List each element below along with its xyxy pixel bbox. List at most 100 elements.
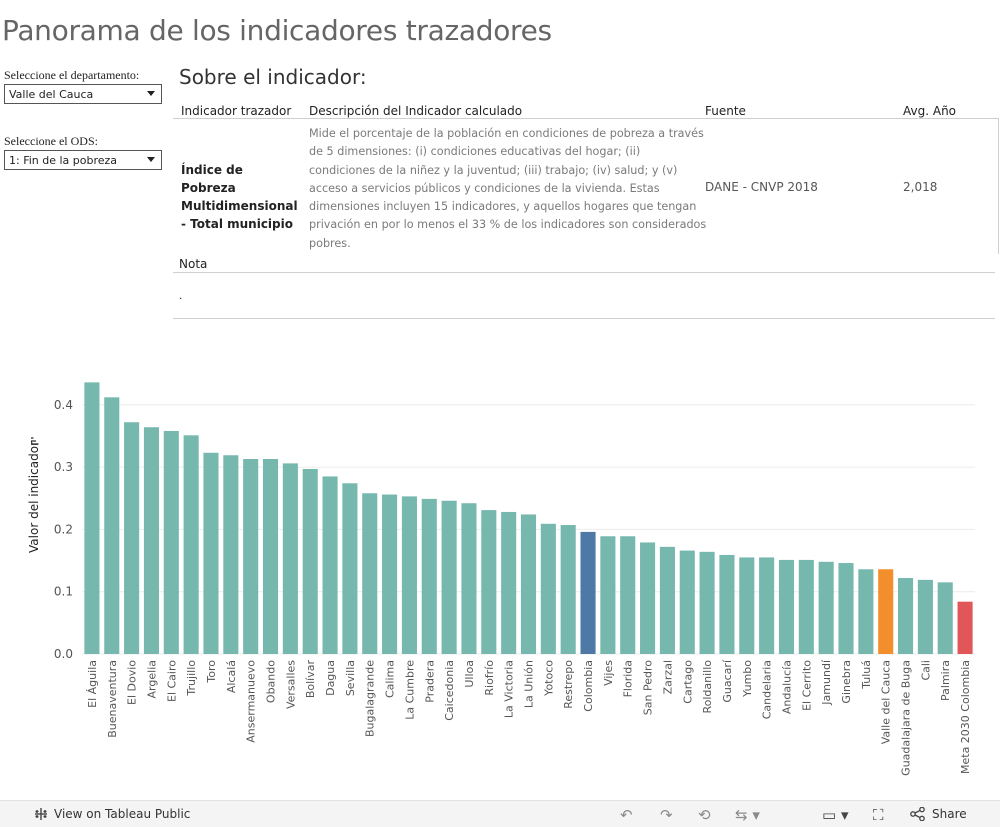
nota-header: Nota xyxy=(179,257,208,271)
x-tick-label: San Pedro xyxy=(642,660,655,715)
x-tick-label: Sevilla xyxy=(344,660,357,696)
share-button[interactable]: Share xyxy=(910,807,967,821)
bar xyxy=(679,550,695,654)
x-tick-label: El Águila xyxy=(86,660,99,708)
bar xyxy=(421,498,437,654)
x-tick-label: Vijes xyxy=(602,660,615,686)
x-tick-label: Cali xyxy=(919,660,932,681)
bar xyxy=(699,551,715,654)
x-tick-label: Riofrío xyxy=(483,660,496,696)
ods-select[interactable]: 1: Fin de la pobreza xyxy=(4,150,162,170)
bar xyxy=(84,382,100,654)
x-tick-label: Valle del Cauca xyxy=(880,660,893,744)
x-tick-label: Toro xyxy=(205,660,218,684)
x-tick-label: La Victoria xyxy=(503,660,516,718)
bar xyxy=(798,559,814,654)
x-tick-label: Guadalajara de Buga xyxy=(900,660,913,776)
departamento-select[interactable]: Valle del Cauca xyxy=(4,84,162,104)
bar xyxy=(302,468,318,654)
fullscreen-icon[interactable]: ⛶ xyxy=(873,806,884,824)
ods-select-value: 1: Fin de la pobreza xyxy=(9,154,118,167)
x-tick-label: Obando xyxy=(265,660,278,703)
departamento-select-value: Valle del Cauca xyxy=(9,88,94,101)
x-tick-label: Bugalagrande xyxy=(364,660,377,737)
indicator-name: Índice de Pobreza Multidimensional - Tot… xyxy=(181,163,298,231)
share-icon xyxy=(910,807,925,821)
bar xyxy=(878,569,894,654)
bar xyxy=(223,455,239,654)
tableau-logo-icon xyxy=(35,808,47,820)
x-tick-label: Cartago xyxy=(681,660,694,704)
bar xyxy=(620,536,636,654)
download-icon[interactable]: ▭ ▾ xyxy=(822,806,849,824)
x-tick-label: Guacarí xyxy=(721,659,734,703)
header-avg: Avg. Año xyxy=(903,104,957,118)
x-tick-label: Palmira xyxy=(939,660,952,701)
bar xyxy=(322,476,338,654)
indicator-source: DANE - CNVP 2018 xyxy=(705,180,818,194)
x-tick-label: Candelaria xyxy=(761,660,774,719)
section-title: Sobre el indicador: xyxy=(179,65,367,89)
share-label: Share xyxy=(932,807,967,821)
bar xyxy=(382,494,398,654)
x-tick-label: Restrepo xyxy=(562,660,575,709)
bar xyxy=(759,557,775,654)
redo-icon[interactable]: ↷ xyxy=(660,806,673,824)
x-tick-label: La Unión xyxy=(523,660,536,708)
x-tick-label: Meta 2030 Colombia xyxy=(959,660,972,774)
y-tick-label: 0.2 xyxy=(54,522,73,536)
chevron-down-icon xyxy=(147,91,155,96)
nota-value: . xyxy=(179,288,183,302)
x-tick-label: Bolívar xyxy=(304,660,317,699)
bar xyxy=(243,459,259,654)
footer-toolbar: View on Tableau Public ↶ ↷ ⟲ ⇆ ▾ ▭ ▾ ⛶ S… xyxy=(0,800,1000,827)
view-on-tableau-link[interactable]: View on Tableau Public xyxy=(34,807,190,821)
x-tick-label: Alcalá xyxy=(225,660,238,693)
bar xyxy=(957,601,973,654)
bar xyxy=(818,561,834,654)
bar xyxy=(183,435,199,654)
table-divider xyxy=(173,272,995,273)
bar xyxy=(481,510,497,654)
bar xyxy=(203,452,219,654)
table-divider xyxy=(173,318,995,319)
y-tick-label: 0.4 xyxy=(54,398,73,412)
x-tick-label: Ginebra xyxy=(840,660,853,704)
x-tick-label: Roldanillo xyxy=(701,660,714,714)
bar xyxy=(520,514,537,654)
header-descripcion: Descripción del Indicador calculado xyxy=(309,104,523,118)
x-tick-label: La Cumbre xyxy=(403,660,416,720)
bar xyxy=(719,554,735,654)
undo-icon[interactable]: ↶ xyxy=(620,806,633,824)
x-tick-label: Andalucía xyxy=(780,660,793,714)
bar xyxy=(342,483,358,654)
bar xyxy=(739,557,755,654)
x-tick-label: Ansermanuevo xyxy=(245,660,258,743)
bar xyxy=(163,430,179,654)
y-axis-label: Valor del indicador xyxy=(27,441,41,553)
x-tick-label: El Cerrito xyxy=(800,660,813,711)
x-tick-label: Versalles xyxy=(284,660,297,709)
bar xyxy=(501,511,517,654)
departamento-filter-label: Seleccione el departamento: xyxy=(4,68,140,82)
x-tick-label: Zarzal xyxy=(661,660,674,694)
bar xyxy=(858,569,874,654)
bar xyxy=(917,579,933,654)
bar xyxy=(441,500,457,654)
y-tick-label: 0.3 xyxy=(54,460,73,474)
x-tick-label: Buenaventura xyxy=(106,660,119,738)
x-tick-label: Pradera xyxy=(423,660,436,703)
bar xyxy=(640,542,656,654)
bar xyxy=(282,463,298,654)
refresh-icon[interactable]: ⇆ ▾ xyxy=(735,806,760,824)
view-on-tableau-label: View on Tableau Public xyxy=(54,807,191,821)
table-divider xyxy=(173,118,999,119)
x-tick-label: Yotoco xyxy=(542,660,555,697)
revert-icon[interactable]: ⟲ xyxy=(698,806,711,824)
bar xyxy=(461,503,477,654)
table-divider xyxy=(998,118,999,254)
bar xyxy=(560,525,576,654)
bar xyxy=(600,536,616,654)
bar xyxy=(838,563,854,654)
page-title: Panorama de los indicadores trazadores xyxy=(2,14,552,47)
